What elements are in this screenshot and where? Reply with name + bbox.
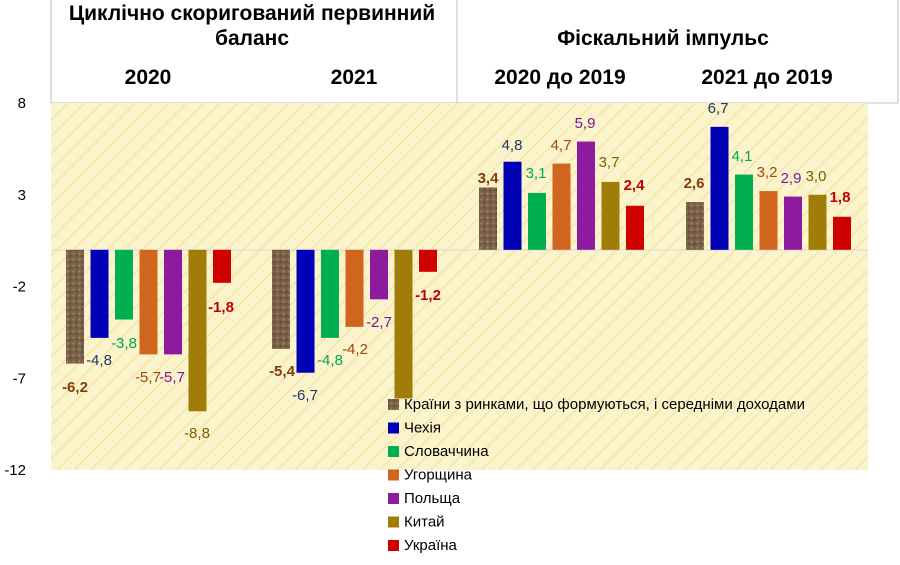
bar — [321, 249, 339, 338]
data-label: 3,7 — [599, 154, 620, 171]
bar — [686, 202, 704, 250]
bar — [419, 249, 437, 272]
plot-area — [51, 103, 868, 470]
legend-swatch — [388, 399, 399, 410]
legend-label: Китай — [404, 514, 445, 531]
y-tick-label: -7 — [13, 370, 26, 387]
y-tick-label: 3 — [18, 187, 26, 204]
y-tick-label: -2 — [13, 279, 26, 296]
legend-swatch — [388, 516, 399, 528]
group-label-2020-vs-2019: 2020 до 2019 — [494, 66, 625, 89]
bar — [90, 249, 109, 338]
legend-label: Країни з ринками, що формуються, і серед… — [404, 396, 805, 413]
bar — [759, 191, 778, 250]
data-label: 3,4 — [478, 170, 500, 187]
legend-label: Чехія — [404, 420, 441, 437]
data-label: -1,8 — [208, 299, 234, 316]
legend-swatch — [388, 422, 399, 434]
data-label: -1,2 — [415, 287, 441, 304]
bar — [626, 205, 644, 250]
bar — [213, 249, 231, 283]
bar — [503, 161, 522, 250]
data-label: 1,8 — [830, 189, 851, 206]
data-label: -8,8 — [184, 425, 210, 442]
bar — [188, 249, 207, 412]
bar — [528, 192, 546, 250]
data-label: -5,7 — [135, 369, 161, 386]
y-tick-label: -12 — [4, 462, 26, 479]
data-label: -6,2 — [62, 379, 88, 396]
legend-swatch — [388, 446, 399, 457]
bar — [66, 249, 84, 364]
legend-label: Словаччина — [404, 443, 489, 460]
header-right-title: Фіскальний імпульс — [557, 27, 769, 50]
data-label: 4,7 — [551, 137, 572, 154]
legend-swatch — [388, 493, 399, 504]
data-label: -4,8 — [317, 352, 343, 369]
bar — [479, 187, 497, 250]
bar — [370, 249, 388, 300]
bar — [394, 249, 413, 399]
legend-label: Польща — [404, 490, 461, 507]
bar — [710, 126, 729, 250]
data-label: 5,9 — [575, 115, 596, 132]
header-left-title-line2: баланс — [215, 27, 289, 50]
bar — [735, 174, 753, 250]
legend-label: Угорщина — [404, 467, 473, 484]
bar — [164, 249, 182, 355]
header-left-title-line1: Циклічно скоригований первинний — [69, 2, 435, 25]
data-label: 4,8 — [502, 137, 523, 154]
bar — [833, 216, 851, 250]
group-label-2020: 2020 — [125, 66, 172, 89]
data-label: -5,4 — [269, 363, 296, 380]
data-label: 3,1 — [526, 165, 547, 182]
bar — [601, 181, 620, 250]
data-label: 3,2 — [757, 164, 778, 181]
data-label: 2,4 — [624, 177, 646, 194]
data-label: -3,8 — [111, 335, 137, 352]
bar — [808, 194, 827, 250]
data-label: -2,7 — [366, 314, 392, 331]
data-label: -4,2 — [342, 341, 368, 358]
legend-label: Україна — [404, 537, 458, 554]
data-label: -6,7 — [292, 387, 318, 404]
bar — [115, 249, 133, 320]
legend-swatch — [388, 540, 399, 551]
bar — [345, 249, 364, 327]
data-label: 2,6 — [684, 175, 705, 192]
legend-swatch — [388, 469, 399, 481]
bar — [552, 163, 571, 250]
bar — [577, 141, 595, 250]
bar — [784, 196, 802, 250]
bar — [296, 249, 315, 373]
data-label: 2,9 — [781, 170, 802, 187]
bar — [139, 249, 158, 355]
y-tick-label: 8 — [18, 95, 26, 112]
bar — [272, 249, 290, 349]
group-label-2021-vs-2019: 2021 до 2019 — [701, 66, 832, 89]
data-label: 3,0 — [806, 168, 827, 185]
group-label-2021: 2021 — [331, 66, 378, 89]
data-label: -4,8 — [86, 352, 112, 369]
data-label: -5,7 — [159, 369, 185, 386]
data-label: 6,7 — [708, 100, 729, 117]
data-label: 4,1 — [732, 148, 753, 165]
